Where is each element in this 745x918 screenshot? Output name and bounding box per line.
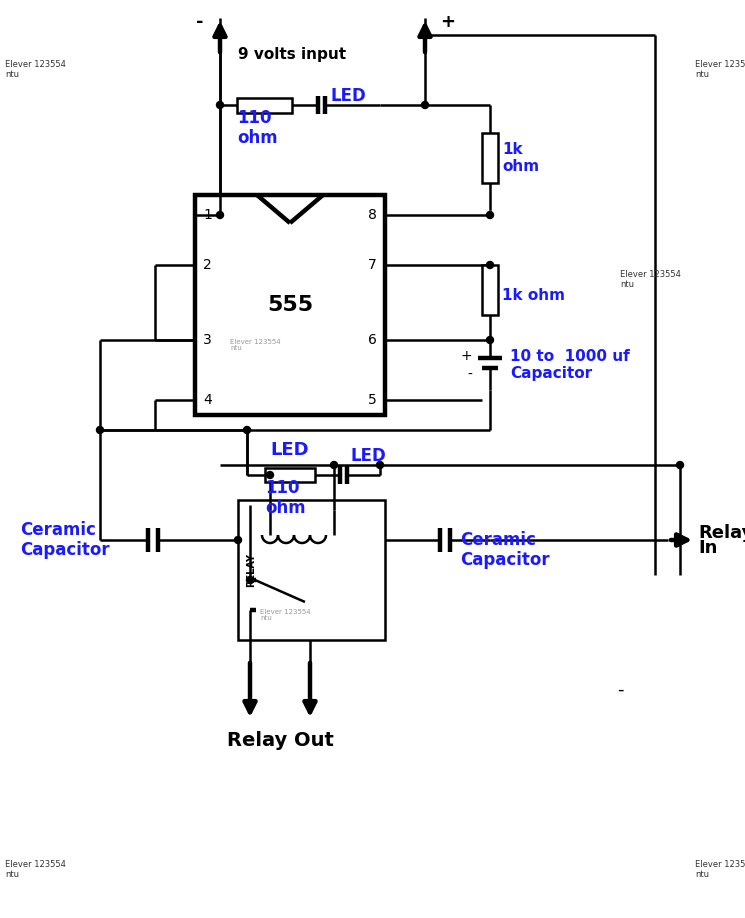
Text: Ceramic
Capacitor: Ceramic Capacitor — [460, 531, 550, 569]
Text: +: + — [460, 349, 472, 363]
Text: LED: LED — [350, 447, 386, 465]
Text: 2: 2 — [203, 258, 212, 272]
Text: +: + — [440, 13, 455, 31]
Bar — [195, 195, 385, 415]
Text: Relay Out: Relay Out — [226, 731, 334, 749]
Bar — [482, 133, 498, 183]
Text: 555: 555 — [267, 295, 313, 315]
Bar — [265, 468, 315, 482]
Text: Elever 123554
ntu: Elever 123554 ntu — [260, 609, 311, 621]
Circle shape — [486, 262, 493, 268]
Text: Elever 123554
ntu: Elever 123554 ntu — [5, 860, 66, 879]
Circle shape — [331, 462, 337, 468]
Text: -: - — [196, 13, 203, 31]
Text: Ceramic
Capacitor: Ceramic Capacitor — [20, 521, 110, 559]
Bar — [482, 265, 498, 315]
Text: 9 volts input: 9 volts input — [238, 48, 346, 62]
Text: 110
ohm: 110 ohm — [237, 108, 278, 148]
Text: Elever 123554
ntu: Elever 123554 ntu — [695, 860, 745, 879]
Text: -: - — [467, 368, 472, 382]
Text: Elever 123554
ntu: Elever 123554 ntu — [695, 60, 745, 79]
Circle shape — [235, 536, 241, 543]
Text: 10 to  1000 uf
Capacitor: 10 to 1000 uf Capacitor — [510, 349, 630, 381]
Circle shape — [676, 462, 683, 468]
Circle shape — [217, 211, 224, 218]
Text: Relay: Relay — [698, 524, 745, 542]
Text: Elever 123554
ntu: Elever 123554 ntu — [5, 60, 66, 79]
Text: In: In — [698, 539, 717, 557]
Text: Elever 123554
ntu: Elever 123554 ntu — [230, 339, 281, 352]
Circle shape — [267, 472, 273, 478]
Circle shape — [97, 427, 104, 433]
Circle shape — [247, 577, 253, 584]
Circle shape — [217, 102, 224, 108]
Circle shape — [486, 337, 493, 343]
Text: LED: LED — [270, 441, 309, 459]
Text: 1: 1 — [203, 208, 212, 222]
Text: 6: 6 — [368, 333, 377, 347]
Circle shape — [376, 462, 384, 468]
Text: LED: LED — [330, 87, 366, 105]
Text: 3: 3 — [203, 333, 212, 347]
Bar — [237, 98, 292, 113]
Text: Elever 123554
ntu: Elever 123554 ntu — [620, 270, 681, 289]
Circle shape — [486, 211, 493, 218]
Text: 1k
ohm: 1k ohm — [502, 141, 539, 174]
Text: 110
ohm: 110 ohm — [265, 478, 305, 518]
Text: 5: 5 — [368, 393, 377, 407]
Text: 1k ohm: 1k ohm — [502, 287, 565, 303]
Text: 8: 8 — [368, 208, 377, 222]
Circle shape — [422, 102, 428, 108]
Text: RELAY: RELAY — [246, 553, 256, 587]
Circle shape — [244, 427, 250, 433]
Text: -: - — [617, 681, 624, 699]
Text: 7: 7 — [368, 258, 377, 272]
Bar — [238, 500, 385, 640]
Text: 4: 4 — [203, 393, 212, 407]
